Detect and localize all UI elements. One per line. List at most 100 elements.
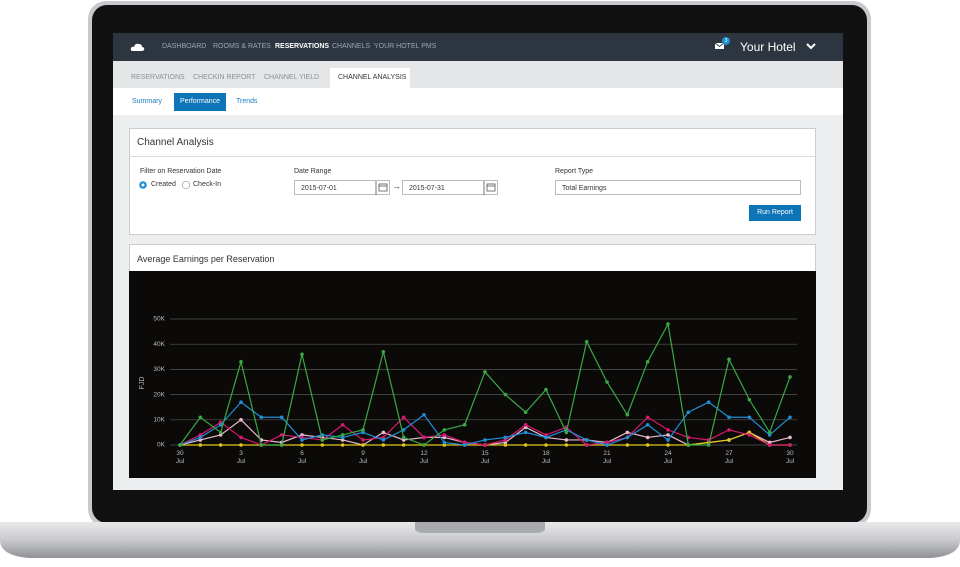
x-tick-label: 21 Jul	[602, 450, 612, 465]
data-point	[747, 433, 752, 437]
nav-item[interactable]: YOUR HOTEL PMS	[374, 43, 437, 50]
data-point	[788, 375, 792, 379]
nav-item[interactable]: ROOMS & RATES	[213, 43, 271, 50]
y-tick-label: 20K	[153, 391, 165, 398]
data-point	[422, 435, 426, 440]
subtab[interactable]: Summary	[132, 98, 162, 105]
data-point	[666, 433, 670, 437]
subtab-bar	[113, 88, 843, 115]
data-point	[178, 443, 182, 447]
panel-title: Channel Analysis	[137, 137, 214, 148]
radios[interactable]	[138, 180, 198, 190]
subtab[interactable]: Trends	[236, 98, 258, 105]
data-point	[706, 443, 711, 447]
data-point	[645, 443, 650, 447]
data-point	[320, 443, 325, 447]
data-point	[401, 428, 406, 432]
x-tick-label: 30 Jul	[175, 450, 185, 465]
data-point	[381, 435, 386, 440]
data-point	[340, 435, 345, 440]
tab[interactable]: RESERVATIONS	[131, 74, 185, 81]
data-point	[544, 433, 548, 437]
radio-label[interactable]: Check-In	[193, 181, 222, 188]
data-point	[340, 423, 345, 427]
data-point	[666, 443, 670, 447]
data-point	[401, 415, 406, 420]
tab[interactable]: CHECKIN REPORT	[193, 74, 256, 81]
tab[interactable]: CHANNEL YIELD	[264, 74, 320, 81]
data-point	[727, 415, 731, 420]
data-point	[218, 430, 223, 435]
data-point	[218, 433, 223, 437]
date-input[interactable]: 2015-07-31	[402, 180, 498, 195]
data-point	[198, 435, 203, 440]
report-select[interactable]: Total Earnings	[555, 180, 801, 195]
data-point	[198, 438, 203, 442]
data-point	[422, 443, 426, 447]
divider	[129, 156, 816, 157]
tab-bar	[113, 61, 843, 88]
y-axis-label: FJD	[139, 377, 146, 390]
data-point	[422, 412, 426, 417]
date-input[interactable]: 2015-07-01	[294, 180, 390, 195]
data-point	[503, 435, 508, 440]
subtab-active[interactable]: Performance	[174, 93, 226, 111]
data-point	[300, 433, 304, 437]
data-point	[259, 443, 264, 447]
data-point	[462, 440, 467, 445]
data-point	[788, 435, 792, 440]
data-point	[381, 430, 386, 435]
data-point	[727, 438, 731, 442]
data-point	[788, 443, 792, 447]
data-point	[483, 370, 487, 374]
data-point	[625, 412, 630, 417]
data-point	[523, 430, 528, 435]
run-button[interactable]: Run Report	[749, 205, 801, 221]
data-point	[503, 440, 508, 445]
chart-title: Average Earnings per Reservation	[137, 254, 275, 264]
x-tick-label: 3 Jul	[236, 450, 246, 465]
data-point	[503, 438, 508, 442]
mail-icon[interactable]	[713, 36, 733, 52]
data-point	[401, 438, 406, 442]
logo[interactable]	[130, 40, 146, 54]
data-point	[767, 440, 772, 445]
data-point	[767, 443, 772, 447]
data-point	[625, 435, 630, 440]
data-point	[442, 440, 447, 445]
x-tick-label: 6 Jul	[297, 450, 307, 465]
data-point	[462, 443, 467, 447]
y-tick-label: 50K	[153, 316, 165, 323]
data-point	[442, 435, 447, 440]
data-point	[605, 443, 609, 447]
data-point	[218, 443, 223, 447]
data-point	[361, 438, 365, 442]
data-point	[239, 360, 243, 364]
hotel-name[interactable]: Your Hotel	[740, 40, 796, 54]
data-point	[645, 415, 650, 420]
data-point	[300, 352, 304, 357]
data-point	[645, 360, 650, 364]
data-point	[584, 438, 589, 442]
data-point	[686, 443, 691, 447]
data-point	[239, 443, 243, 447]
data-point	[381, 438, 386, 442]
y-tick-label: 40K	[153, 341, 165, 348]
nav-item[interactable]: DASHBOARD	[162, 43, 207, 50]
nav-item[interactable]: RESERVATIONS	[275, 43, 330, 50]
chevron[interactable]	[806, 43, 816, 51]
data-point	[300, 443, 304, 447]
nav-item[interactable]: CHANNELS	[332, 43, 371, 50]
data-point	[218, 423, 223, 427]
data-point	[544, 435, 548, 440]
tab[interactable]: CHANNEL ANALYSIS	[338, 74, 407, 81]
data-point	[747, 397, 752, 402]
field-label: Date Range	[294, 168, 332, 175]
data-point	[279, 443, 284, 447]
radio-label[interactable]: Created	[151, 181, 176, 188]
data-point	[727, 357, 731, 362]
data-point	[381, 443, 386, 447]
data-point	[361, 428, 365, 432]
data-point	[340, 443, 345, 447]
data-point	[605, 380, 609, 384]
